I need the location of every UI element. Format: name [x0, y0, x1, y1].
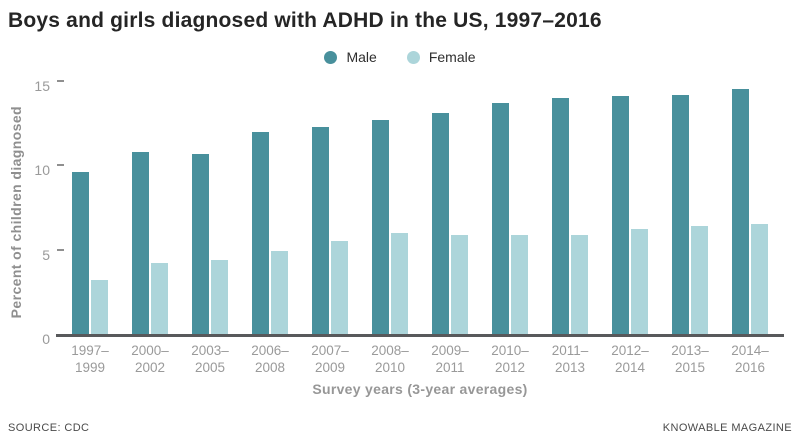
male-bar: [72, 172, 89, 334]
bar-group: [660, 84, 720, 334]
x-axis-labels: 1997– 1999 2000– 2002 2003– 2005 2006– 2008 2007…: [56, 342, 784, 376]
male-bar: [732, 89, 749, 334]
bar-group: [600, 84, 660, 334]
bar-group: [720, 84, 780, 334]
y-tick-label: 5: [42, 246, 50, 263]
legend: Male Female: [8, 47, 792, 67]
x-tick-label: 2010– 2012: [491, 343, 529, 375]
legend-label-female: Female: [428, 49, 476, 65]
x-tick-label: 2012– 2014: [611, 343, 649, 375]
male-bar: [312, 126, 329, 334]
y-tick-label: 15: [34, 78, 50, 94]
bar-group: [360, 84, 420, 334]
y-tick-label: 10: [34, 162, 50, 179]
bar-group: [180, 84, 240, 334]
female-bar: [331, 241, 348, 334]
female-bar: [571, 234, 588, 334]
female-bar: [211, 259, 228, 334]
x-tick-label: 2008– 2010: [371, 343, 409, 375]
female-bar: [271, 251, 288, 334]
male-bar: [372, 119, 389, 334]
bar-group: [540, 84, 600, 334]
x-tick-label: 2007– 2009: [311, 343, 349, 375]
publisher-credit: KNOWABLE MAGAZINE: [662, 422, 792, 434]
male-bar: [672, 94, 689, 334]
male-bar: [432, 113, 449, 334]
x-tick-label: 2011– 2013: [551, 343, 589, 375]
female-bar: [511, 234, 528, 334]
y-axis: Percent of children diagnosed 0 5 10 15: [8, 79, 56, 346]
y-tick-mark: [57, 164, 64, 167]
bar-groups: [56, 84, 784, 334]
female-bar: [751, 224, 768, 334]
footer: SOURCE: CDC KNOWABLE MAGAZINE: [8, 422, 792, 434]
bar-group: [480, 84, 540, 334]
bar-group: [240, 84, 300, 334]
x-tick-label: 2013– 2015: [671, 343, 709, 375]
chart-title: Boys and girls diagnosed with ADHD in th…: [8, 9, 602, 32]
female-bar: [91, 280, 108, 334]
x-tick-label: 2006– 2008: [251, 343, 289, 375]
x-tick-label: 2014– 2016: [731, 343, 769, 375]
y-tick-mark: [57, 80, 64, 82]
legend-item-male: Male: [324, 49, 377, 65]
bar-group: [60, 84, 120, 334]
x-axis-title: Survey years (3-year averages): [312, 381, 528, 397]
male-bar: [552, 97, 569, 334]
bar-group: [120, 84, 180, 334]
x-tick-label: 2000– 2002: [131, 343, 169, 375]
source-credit: SOURCE: CDC: [8, 422, 90, 434]
legend-label-male: Male: [346, 49, 377, 65]
male-legend-dot-icon: [324, 50, 338, 64]
legend-item-female: Female: [406, 49, 476, 65]
plot-area: [56, 80, 784, 337]
y-tick-mark: [57, 248, 64, 251]
female-legend-dot-icon: [406, 50, 420, 64]
x-tick-label: 2003– 2005: [191, 343, 229, 375]
plot-column: 1997– 1999 2000– 2002 2003– 2005 2006– 2008 2007…: [56, 80, 784, 397]
y-axis-title: Percent of children diagnosed: [8, 105, 24, 319]
female-bar: [391, 232, 408, 334]
x-tick-label: 2009– 2011: [431, 343, 469, 375]
male-bar: [192, 153, 209, 334]
female-bar: [151, 263, 168, 334]
x-tick-label: 1997– 1999: [71, 343, 109, 375]
bar-chart: Percent of children diagnosed 0 5 10 15 199…: [8, 79, 792, 397]
bar-group: [300, 84, 360, 334]
bar-group: [420, 84, 480, 334]
female-bar: [691, 226, 708, 334]
male-bar: [612, 96, 629, 334]
male-bar: [132, 151, 149, 334]
female-bar: [451, 234, 468, 334]
female-bar: [631, 229, 648, 334]
male-bar: [492, 102, 509, 334]
male-bar: [252, 131, 269, 334]
y-tick-label: 0: [42, 331, 50, 347]
